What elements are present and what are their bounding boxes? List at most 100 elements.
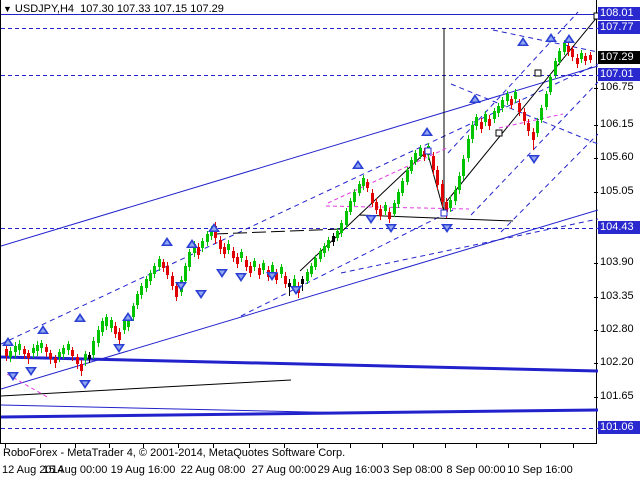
black-trendline[interactable] [358, 214, 514, 222]
black-trendline[interactable] [1, 379, 292, 397]
candle [306, 272, 309, 281]
selection-handle-black[interactable] [593, 12, 598, 20]
candle [27, 353, 30, 358]
selection-handle-blue[interactable] [424, 147, 432, 155]
candle [327, 240, 330, 248]
candle [388, 212, 391, 219]
time-axis[interactable]: 12 Aug 2014 15 Aug 00:00 19 Aug 16:00 22 Au… [0, 444, 640, 480]
time-axis-label: 3 Sep 08:00 [383, 464, 443, 476]
candle [323, 246, 326, 253]
magenta-trendline[interactable] [327, 147, 448, 204]
price-level-label: 108.01 [598, 7, 640, 20]
fractal-down-inner [444, 225, 450, 230]
blue-trendline[interactable] [1, 355, 598, 373]
candle [349, 201, 352, 212]
fractal-down-inner [388, 225, 394, 230]
fractal-down-inner [238, 274, 244, 279]
blue-trendline[interactable] [1, 65, 598, 247]
chart-canvas[interactable]: ▼ USDJPY,H4 107.30 107.33 107.15 107.29 [0, 0, 598, 444]
candle [219, 240, 222, 249]
price-axis-tick [594, 297, 598, 298]
candle [545, 94, 548, 107]
price-axis-tick [594, 88, 598, 89]
candle [188, 252, 191, 267]
blue-trendline[interactable] [1, 408, 598, 419]
selection-handle-black[interactable] [534, 69, 542, 77]
candle [558, 51, 561, 62]
blue-trendline[interactable] [500, 133, 598, 233]
candle [567, 46, 570, 52]
time-axis-tick [249, 444, 250, 448]
candle [493, 111, 496, 119]
candle [206, 234, 209, 242]
candle [301, 279, 304, 284]
blue-trendline[interactable] [1, 209, 598, 390]
time-axis-label: 12 Aug 2014 [2, 464, 64, 476]
candle [471, 125, 474, 139]
candle [467, 139, 470, 158]
price-axis-label: 106.75 [600, 81, 634, 93]
candle [475, 117, 478, 126]
fractal-up-inner [566, 37, 572, 42]
blue-trendline[interactable] [1, 404, 354, 414]
candle [518, 103, 521, 112]
candle [280, 267, 283, 274]
fractal-down-inner [368, 216, 374, 221]
candle [319, 251, 322, 259]
candle [340, 223, 343, 233]
price-axis-tick [594, 158, 598, 159]
time-axis-tick [284, 444, 285, 448]
magenta-trendline[interactable] [498, 113, 564, 129]
candle [540, 108, 543, 120]
candle [201, 241, 204, 248]
candle [105, 317, 108, 326]
candle [358, 184, 361, 193]
candle [414, 153, 417, 162]
candle [166, 266, 169, 275]
candle [362, 178, 365, 186]
price-axis-label: 105.60 [600, 151, 634, 163]
candle [527, 123, 530, 131]
candle [332, 236, 335, 242]
candle [227, 244, 230, 250]
candle [140, 286, 143, 295]
chart-title-row: ▼ USDJPY,H4 107.30 107.33 107.15 107.29 [3, 2, 224, 16]
blue-trendline[interactable] [492, 29, 598, 53]
chart-dropdown-icon[interactable]: ▼ [3, 4, 12, 14]
candle [175, 286, 178, 297]
candle [240, 252, 243, 258]
candle [432, 156, 435, 170]
candle [584, 56, 587, 61]
black-trendline[interactable] [426, 150, 445, 213]
time-axis-tick [317, 444, 318, 448]
candle [488, 119, 491, 126]
candle [314, 258, 317, 267]
selection-handle-black[interactable] [495, 129, 503, 137]
blue-trendline[interactable] [470, 81, 598, 216]
blue-trendline[interactable] [340, 218, 598, 274]
time-axis-tick [382, 444, 383, 448]
candle [275, 273, 278, 280]
time-axis-label: 10 Sep 16:00 [507, 464, 573, 476]
handles-layer [424, 12, 598, 217]
candle [184, 266, 187, 281]
candle [366, 182, 369, 188]
price-axis[interactable]: 106.75 106.15 105.60 105.05 103.90 103.35 102.… [594, 0, 640, 464]
black-trendline[interactable] [213, 228, 342, 235]
time-axis-tick [573, 444, 574, 448]
candle [501, 100, 504, 108]
current-price-label: 107.29 [598, 51, 640, 64]
candle [480, 122, 483, 129]
candle [510, 99, 513, 105]
price-axis-tick [594, 125, 598, 126]
fractal-down-inner [293, 287, 299, 292]
blue-trendline[interactable] [240, 209, 454, 317]
candle [67, 344, 70, 350]
blue-trendline[interactable] [447, 11, 579, 154]
selection-handle-blue[interactable] [440, 209, 448, 217]
fractal-down-inner [219, 270, 225, 275]
broker-watermark: RoboForex - MetaTrader 4, © 2001-2014, M… [3, 447, 346, 459]
blue-trendline[interactable] [1, 63, 598, 345]
candle [384, 205, 387, 211]
candle [484, 114, 487, 122]
